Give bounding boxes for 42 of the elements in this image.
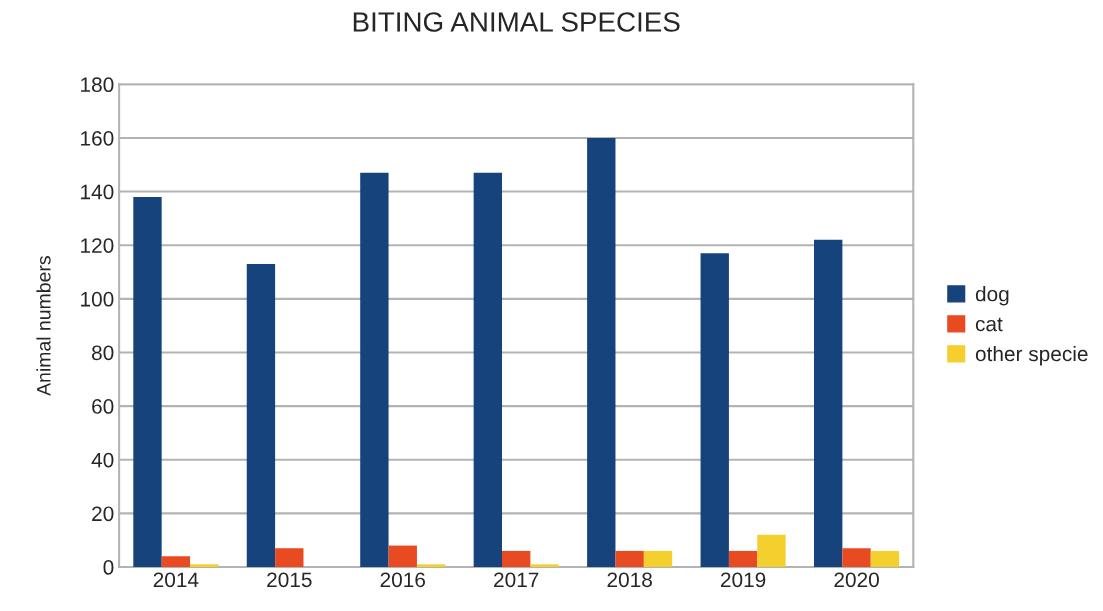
bar xyxy=(814,239,843,568)
y-tick-label: 140 xyxy=(81,184,114,200)
bar xyxy=(388,545,417,568)
bar xyxy=(643,550,673,568)
y-tick-label: 60 xyxy=(92,399,114,414)
y-tick-label: 160 xyxy=(81,130,114,146)
bar xyxy=(728,550,758,568)
y-tick-label: 80 xyxy=(92,345,114,361)
x-tick-label: 2017 xyxy=(494,572,539,588)
legend-label: other specie xyxy=(975,345,1088,366)
legend-label: dog xyxy=(975,286,1009,306)
bar xyxy=(700,253,729,568)
x-tick-label: 2014 xyxy=(153,572,199,588)
x-tick-label: 2019 xyxy=(720,572,766,588)
y-tick-label: 20 xyxy=(92,506,114,522)
x-tick-label: 2016 xyxy=(380,572,426,588)
bar xyxy=(757,534,786,568)
bar xyxy=(615,550,644,568)
bar xyxy=(842,548,871,568)
legend-label: cat xyxy=(975,317,1003,332)
bar xyxy=(190,564,219,568)
bar xyxy=(133,196,162,568)
y-tick-label: 0 xyxy=(103,560,114,575)
bar xyxy=(587,137,616,568)
y-tick-label: 100 xyxy=(81,291,114,307)
y-axis-title: Animal numbers xyxy=(36,256,51,396)
bar xyxy=(360,172,389,568)
x-tick-label: 2015 xyxy=(267,572,312,588)
x-tick-label: 2018 xyxy=(607,572,652,588)
y-tick-label: 120 xyxy=(81,238,114,253)
bar xyxy=(246,263,276,568)
y-tick-label: 40 xyxy=(91,452,114,468)
y-tick-label: 180 xyxy=(81,77,114,93)
bar xyxy=(473,172,503,568)
bar xyxy=(275,548,304,568)
bar xyxy=(502,550,531,568)
bar xyxy=(530,564,559,568)
bar xyxy=(161,556,191,568)
bar xyxy=(416,564,446,568)
chart-title: BITING ANIMAL SPECIES xyxy=(353,12,680,32)
bar xyxy=(870,550,900,568)
x-tick-label: 2020 xyxy=(834,572,879,588)
